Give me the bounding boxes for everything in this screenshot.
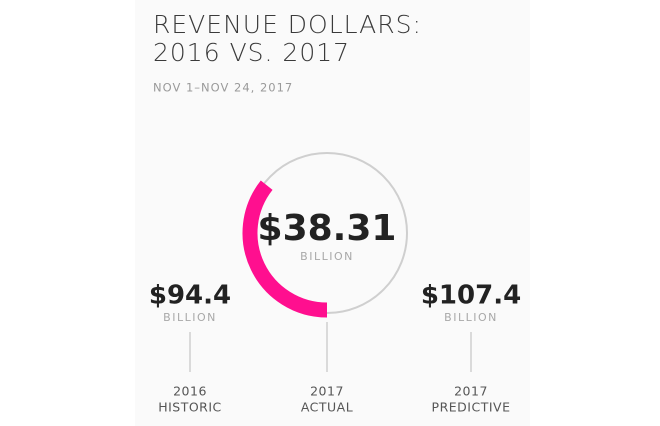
ring-arc — [242, 180, 328, 318]
unit-label: BILLION — [300, 250, 354, 263]
title-line: REVENUE DOLLARS: — [153, 10, 422, 39]
unit-label: BILLION — [444, 311, 498, 324]
value-label: $107.4 — [421, 281, 521, 311]
value-label: $38.31 — [258, 208, 397, 249]
subtitle: NOV 1–NOV 24, 2017 — [153, 81, 293, 95]
title-line: 2016 VS. 2017 — [153, 38, 350, 67]
item-label: 2017 — [454, 384, 488, 399]
unit-label: BILLION — [163, 311, 217, 324]
value-label: $94.4 — [149, 281, 231, 311]
item-label: ACTUAL — [301, 400, 353, 415]
panel — [135, 0, 530, 426]
item-label: HISTORIC — [158, 400, 222, 415]
item-label: 2016 — [173, 384, 207, 399]
item-label: 2017 — [310, 384, 344, 399]
item-label: PREDICTIVE — [432, 400, 511, 415]
